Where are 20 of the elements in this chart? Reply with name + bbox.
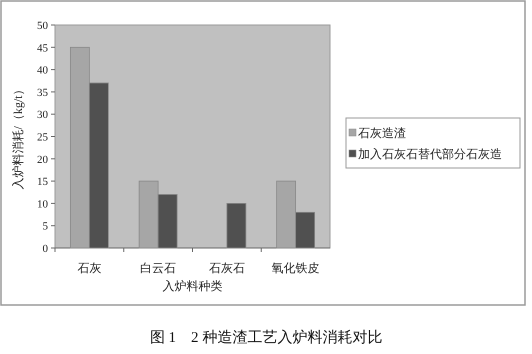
y-tick-label: 0 — [42, 243, 48, 255]
x-axis-title: 入炉料种类 — [162, 279, 222, 293]
y-tick-label: 30 — [37, 109, 48, 122]
y-tick-label: 25 — [37, 132, 48, 144]
x-tick-label: 白云石 — [140, 261, 176, 275]
y-tick-label: 15 — [37, 176, 48, 188]
x-tick-label: 石灰 — [77, 261, 102, 275]
x-tick-label: 氧化铁皮 — [272, 261, 320, 275]
y-tick-label: 45 — [37, 42, 48, 54]
y-axis-title: 入炉料消耗/（kg/t） — [11, 83, 25, 190]
legend-label: 石灰造渣 — [358, 126, 406, 140]
legend-label: 加入石灰石替代部分石灰造 — [358, 147, 502, 161]
text: 图 1 2 种造渣工艺入炉料消耗对比 — [150, 329, 382, 346]
y-tick-label: 20 — [37, 154, 48, 166]
y-tick-label: 40 — [37, 64, 48, 77]
y-tick-label: 50 — [37, 20, 48, 32]
y-tick-label: 10 — [37, 198, 48, 210]
y-tick-label: 5 — [42, 220, 48, 233]
x-tick-label: 石灰石 — [208, 261, 245, 275]
y-tick-label: 35 — [37, 86, 48, 99]
